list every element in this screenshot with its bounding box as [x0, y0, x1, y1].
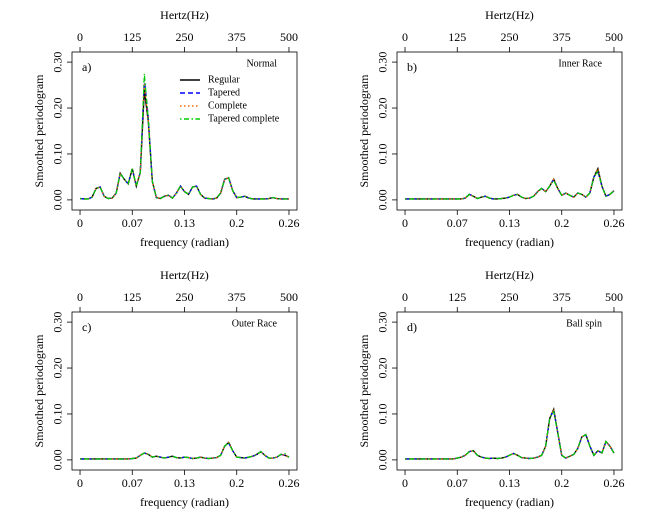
y-tick-label: 0.30 [376, 52, 390, 73]
legend-label: Regular [208, 74, 240, 85]
plot-frame [71, 311, 298, 471]
x-tick-label: 0.26 [603, 216, 624, 230]
series-line [79, 73, 289, 200]
x2-tick-label: 375 [228, 290, 246, 304]
x2-axis-title: Hertz(Hz) [160, 8, 209, 22]
x2-tick-label: 500 [280, 30, 298, 44]
y-tick-label: 0.20 [376, 98, 390, 119]
x-tick-label: 0.13 [499, 216, 520, 230]
legend-label: Complete [208, 100, 247, 111]
y-tick-label: 0.00 [51, 449, 65, 470]
series-line [405, 406, 615, 460]
y-tick-label: 0.20 [51, 98, 65, 119]
plot-frame [396, 311, 623, 471]
x-tick-label: 0.2 [554, 216, 569, 230]
y-tick-label: 0.20 [51, 358, 65, 379]
x2-tick-label: 250 [501, 30, 519, 44]
x-axis-title: frequency (radian) [465, 495, 554, 509]
y-tick-label: 0.00 [51, 189, 65, 210]
series-line [405, 408, 615, 460]
x2-tick-label: 0 [77, 290, 83, 304]
y-tick-label: 0.10 [51, 403, 65, 424]
legend-label: Tapered complete [208, 113, 280, 124]
x2-tick-label: 0 [77, 30, 83, 44]
x-tick-label: 0.2 [229, 476, 244, 490]
y-tick-label: 0.00 [376, 449, 390, 470]
series-line [405, 166, 615, 200]
x-tick-label: 0.13 [499, 476, 520, 490]
plot-frame [71, 51, 298, 211]
x-tick-label: 0.26 [603, 476, 624, 490]
x2-axis-title: Hertz(Hz) [485, 8, 534, 22]
x2-tick-label: 0 [402, 30, 408, 44]
x2-tick-label: 250 [501, 290, 519, 304]
series-line [80, 441, 290, 460]
x2-axis-title: Hertz(Hz) [160, 268, 209, 282]
y-tick-label: 0.00 [376, 189, 390, 210]
x-tick-label: 0 [402, 216, 408, 230]
y-axis-title: Smoothed periodogram [357, 334, 371, 448]
x-tick-label: 0 [77, 476, 83, 490]
x-tick-label: 0.2 [554, 476, 569, 490]
y-tick-label: 0.30 [376, 312, 390, 333]
x-tick-label: 0 [77, 216, 83, 230]
x2-tick-label: 125 [123, 30, 141, 44]
panel-title: Outer Race [232, 318, 278, 329]
series-line [79, 82, 289, 200]
x2-tick-label: 375 [553, 30, 571, 44]
y-tick-label: 0.20 [376, 358, 390, 379]
x-axis-title: frequency (radian) [140, 235, 229, 249]
series-line [79, 78, 289, 200]
x-tick-label: 0.13 [174, 216, 195, 230]
x-tick-label: 0.26 [278, 476, 299, 490]
x-tick-label: 0 [402, 476, 408, 490]
x2-tick-label: 125 [448, 290, 466, 304]
legend-label: Tapered [208, 87, 240, 98]
x-axis-title: frequency (radian) [140, 495, 229, 509]
series-line [80, 441, 290, 460]
panel-label: c) [82, 320, 91, 334]
x-tick-label: 0.07 [447, 476, 468, 490]
x2-axis-title: Hertz(Hz) [485, 268, 534, 282]
y-tick-label: 0.30 [51, 312, 65, 333]
x2-tick-label: 250 [176, 290, 194, 304]
x-tick-label: 0.07 [122, 476, 143, 490]
x2-tick-label: 500 [280, 290, 298, 304]
panel-label: b) [407, 60, 417, 74]
x-tick-label: 0.07 [447, 216, 468, 230]
x2-tick-label: 250 [176, 30, 194, 44]
panel-label: a) [82, 60, 91, 74]
panel-title: Normal [246, 58, 277, 69]
series-line [405, 170, 615, 200]
series-line [405, 407, 615, 460]
x-axis-title: frequency (radian) [465, 235, 554, 249]
x-tick-label: 0.26 [278, 216, 299, 230]
x-tick-label: 0.2 [229, 216, 244, 230]
x2-tick-label: 500 [605, 290, 623, 304]
x2-tick-label: 500 [605, 30, 623, 44]
x2-tick-label: 125 [448, 30, 466, 44]
y-tick-label: 0.10 [376, 143, 390, 164]
y-tick-label: 0.30 [51, 52, 65, 73]
y-tick-label: 0.10 [51, 143, 65, 164]
y-tick-label: 0.10 [376, 403, 390, 424]
plot-frame [396, 51, 623, 211]
x-tick-label: 0.07 [122, 216, 143, 230]
panel-title: Inner Race [558, 58, 602, 69]
x-tick-label: 0.13 [174, 476, 195, 490]
series-line [405, 409, 615, 460]
x2-tick-label: 125 [123, 290, 141, 304]
panel-label: d) [407, 320, 417, 334]
panel-title: Ball spin [566, 318, 602, 329]
y-axis-title: Smoothed periodogram [357, 74, 371, 188]
x2-tick-label: 0 [402, 290, 408, 304]
x2-tick-label: 375 [553, 290, 571, 304]
y-axis-title: Smoothed periodogram [32, 334, 46, 448]
y-axis-title: Smoothed periodogram [32, 74, 46, 188]
x2-tick-label: 375 [228, 30, 246, 44]
